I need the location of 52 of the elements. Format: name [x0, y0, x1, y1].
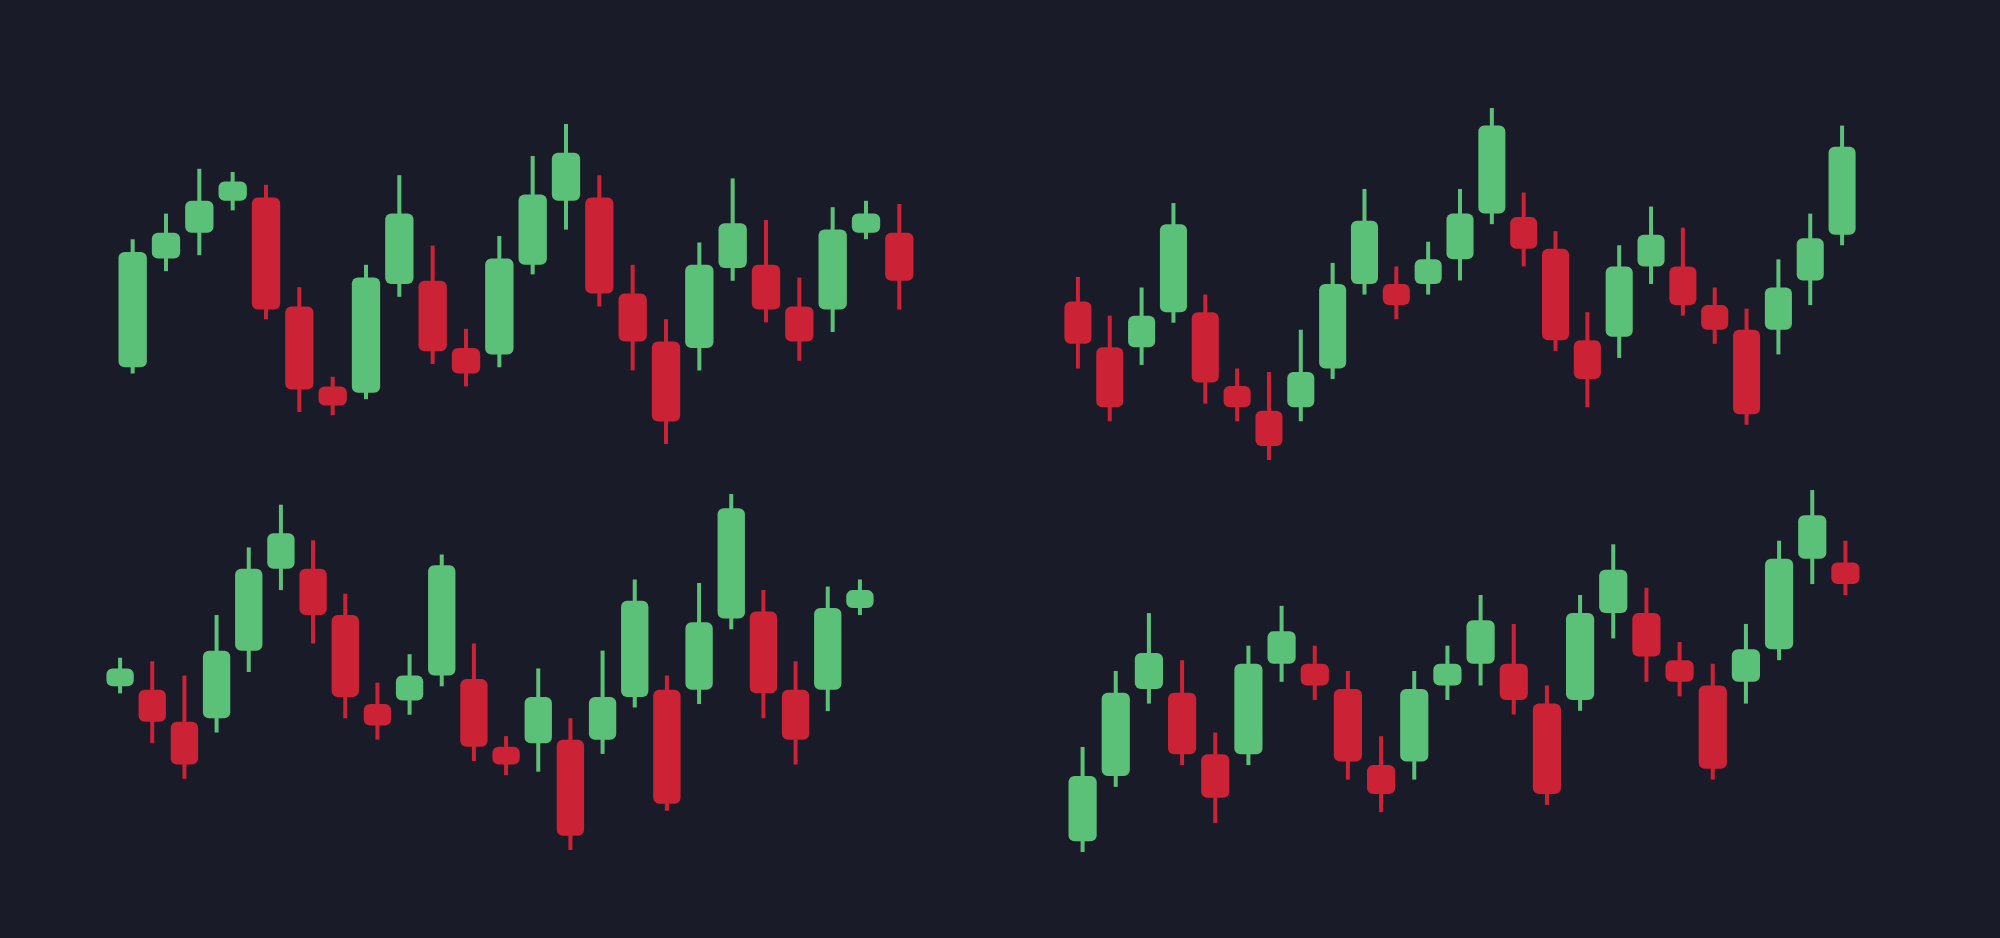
- candlestick: [618, 262, 647, 373]
- candlestick: [1466, 592, 1495, 688]
- candlestick: [1433, 643, 1462, 702]
- candlestick: [846, 577, 874, 618]
- candlestick: [1201, 730, 1230, 826]
- candlestick: [267, 502, 295, 593]
- candlestick: [1255, 370, 1283, 460]
- candlestick: [785, 275, 814, 363]
- candlestick: [1499, 621, 1528, 717]
- candlestick: [1134, 611, 1164, 706]
- candlestick: [1798, 490, 1827, 587]
- candlestick: [551, 124, 581, 232]
- candlestick: [885, 202, 914, 312]
- candlestick: [1665, 640, 1694, 699]
- candlestick: [170, 673, 199, 781]
- candlestick: [1599, 542, 1628, 641]
- candlestick: [218, 170, 247, 213]
- candlestick: [1731, 621, 1761, 706]
- candlestick: [1573, 310, 1601, 410]
- candlestick: [1831, 538, 1860, 597]
- candlestick: [151, 211, 181, 274]
- candlestick: [1446, 186, 1474, 283]
- candlestick: [524, 666, 552, 774]
- candlestick: [318, 374, 347, 418]
- candlestick: [1796, 211, 1824, 308]
- candlestick: [1382, 264, 1410, 322]
- candlestick: [1300, 643, 1329, 702]
- candlestick: [106, 655, 134, 696]
- candlestick: [1637, 204, 1665, 286]
- candlestick: [588, 648, 617, 756]
- candlestick: [1064, 274, 1092, 371]
- candlestick: [299, 538, 327, 646]
- candlestick: [1510, 190, 1538, 269]
- candlestick: [1223, 366, 1251, 424]
- candlestick: [363, 680, 392, 742]
- candlestick: [1701, 285, 1729, 346]
- candlestick: [1267, 603, 1296, 684]
- candlestick: [718, 176, 747, 283]
- candlestick: [751, 218, 781, 325]
- candlestick: [1764, 257, 1792, 357]
- candlestick: [395, 652, 424, 717]
- candlestick: [1669, 225, 1697, 318]
- candlestick: [451, 326, 481, 389]
- candlestick: [138, 659, 166, 746]
- candlestick: [1414, 239, 1442, 297]
- candlestick: [1632, 585, 1661, 684]
- candlestick: [1366, 734, 1396, 815]
- candlestick: [1287, 327, 1315, 424]
- candlestick: [492, 734, 520, 778]
- candlestick: [1128, 285, 1156, 367]
- candlestick: [851, 198, 881, 242]
- candlestick: [185, 166, 214, 258]
